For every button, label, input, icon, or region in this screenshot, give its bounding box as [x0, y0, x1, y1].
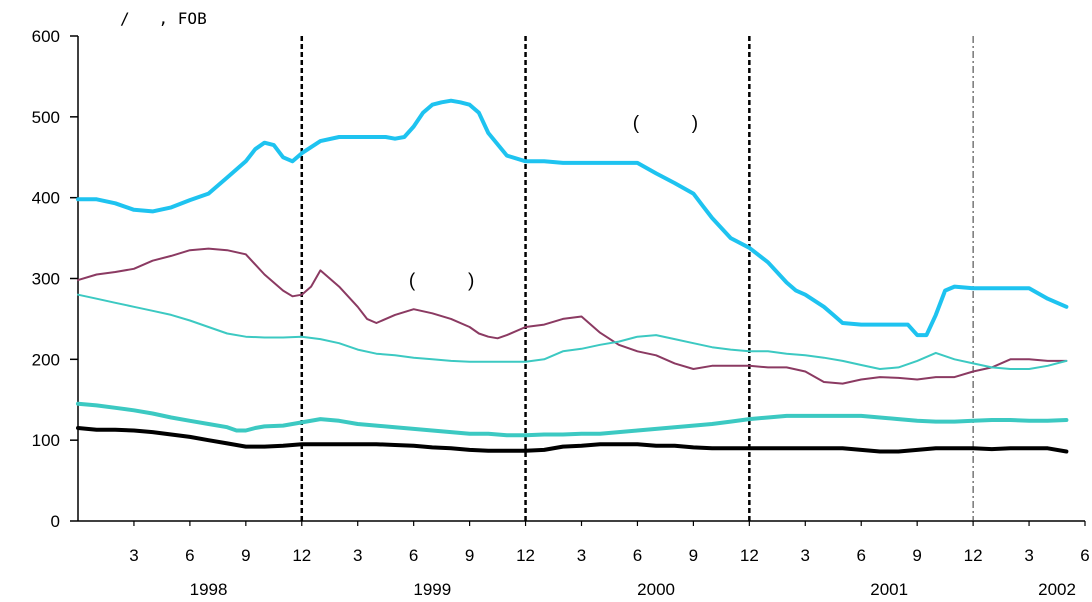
series-line-2 — [77, 247, 1068, 385]
x-tick-label: 6 — [409, 546, 418, 565]
x-tick-label: 6 — [1080, 546, 1089, 565]
series-line-3 — [77, 293, 1068, 370]
x-tick-label: 12 — [964, 546, 983, 565]
x-tick-label: 12 — [740, 546, 759, 565]
tick-labels: 0 100 200 300 400 500 600 3 6 9 12 3 6 9 12 3 6 9 12 3 6 9 12 3… — [32, 27, 1090, 599]
annotation-label: ( ) — [633, 113, 698, 134]
y-tick-label: 0 — [51, 512, 60, 531]
x-tick-label: 12 — [516, 546, 535, 565]
x-tick-label: 6 — [185, 546, 194, 565]
x-tick-label: 9 — [465, 546, 474, 565]
year-label: 2001 — [870, 580, 908, 599]
series-lines — [76, 98, 1069, 454]
year-label: 2002 — [1038, 580, 1076, 599]
y-tick-label: 200 — [32, 350, 60, 369]
x-tick-label: 6 — [856, 546, 865, 565]
annotations: ( ) ( ) — [409, 113, 698, 292]
x-tick-label: 3 — [1024, 546, 1033, 565]
axes — [70, 35, 1086, 526]
y-tick-label: 600 — [32, 27, 60, 46]
series-line-4 — [76, 401, 1069, 438]
series-line-5 — [76, 426, 1069, 454]
x-tick-label: 9 — [241, 546, 250, 565]
x-tick-label: 3 — [577, 546, 586, 565]
year-label: 1999 — [413, 580, 451, 599]
x-tick-label: 9 — [912, 546, 921, 565]
series-line-1 — [76, 98, 1069, 338]
year-label: 1998 — [190, 580, 228, 599]
unit-label: / , FOB — [120, 9, 207, 28]
x-tick-label: 3 — [129, 546, 138, 565]
x-tick-label: 3 — [353, 546, 362, 565]
y-tick-label: 100 — [32, 431, 60, 450]
year-dividers — [300, 36, 974, 521]
annotation-label: ( ) — [409, 271, 474, 292]
x-tick-label: 6 — [633, 546, 642, 565]
x-tick-label: 12 — [292, 546, 311, 565]
x-tick-label: 9 — [689, 546, 698, 565]
y-tick-label: 500 — [32, 108, 60, 127]
year-label: 2000 — [637, 580, 675, 599]
y-tick-label: 300 — [32, 270, 60, 289]
x-tick-label: 3 — [801, 546, 810, 565]
y-tick-label: 400 — [32, 189, 60, 208]
